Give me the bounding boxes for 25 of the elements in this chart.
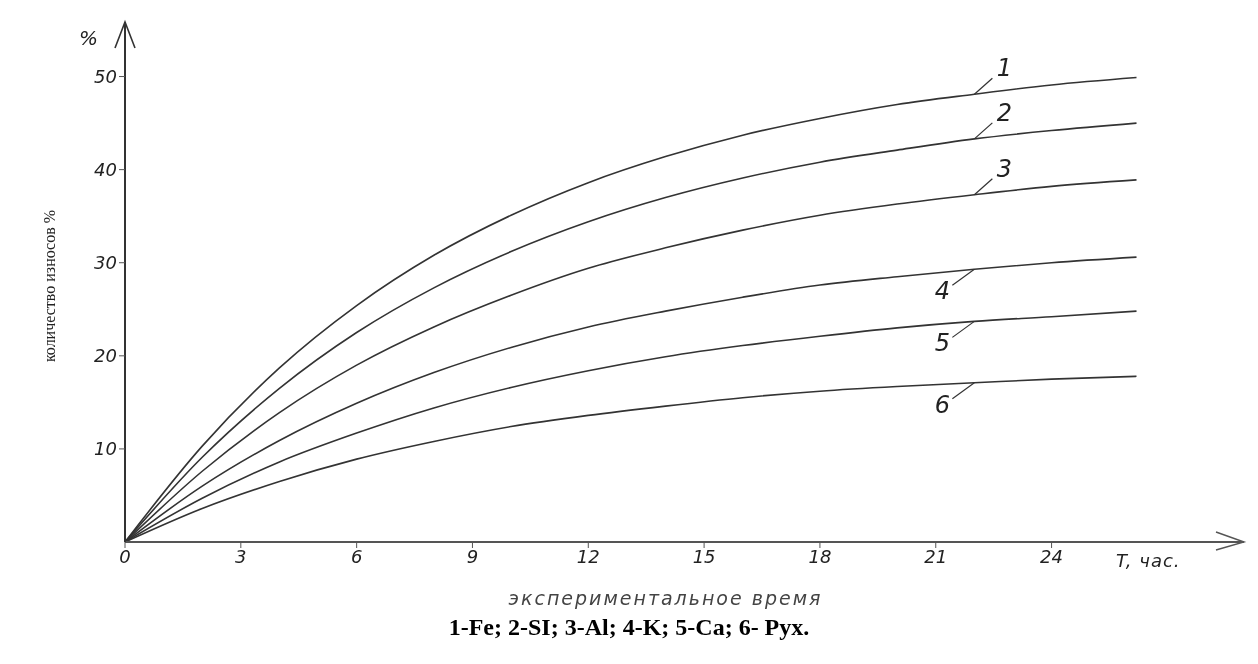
y-tick-label: 10 [94, 438, 117, 460]
y-tick-label: 30 [94, 252, 117, 274]
y-tick-label: 20 [94, 345, 117, 367]
legend-label: 4 [934, 277, 950, 306]
x-tick-label: 3 [235, 545, 247, 567]
x-tick-label: 12 [576, 545, 600, 567]
y-tick-label: 50 [94, 65, 117, 87]
x-tick-label: 15 [692, 545, 716, 567]
text: T, час. [1116, 550, 1181, 571]
x-tick-label: 18 [808, 545, 832, 567]
legend-label: 6 [934, 390, 950, 419]
series-label: 1 [996, 54, 1012, 83]
x-axis-title: экспериментальное время [508, 587, 823, 609]
text: % [79, 26, 99, 50]
legend-label: 2 [996, 98, 1012, 127]
legend-label: 3 [996, 154, 1012, 183]
x-tick-label: 0 [119, 545, 131, 567]
x-tick-label: 24 [1040, 545, 1064, 567]
x-tick-label: 21 [924, 545, 948, 567]
y-tick-label: 40 [94, 159, 117, 181]
legend-label: 5 [934, 329, 950, 358]
x-tick-label: 9 [466, 545, 479, 567]
text: 1-Fe; 2-SI; 3-Al; 4-K; 5-Ca; 6- Рух. [447, 614, 811, 641]
x-tick-label: 6 [350, 545, 363, 567]
y-axis-title: количество износов % [40, 209, 58, 363]
